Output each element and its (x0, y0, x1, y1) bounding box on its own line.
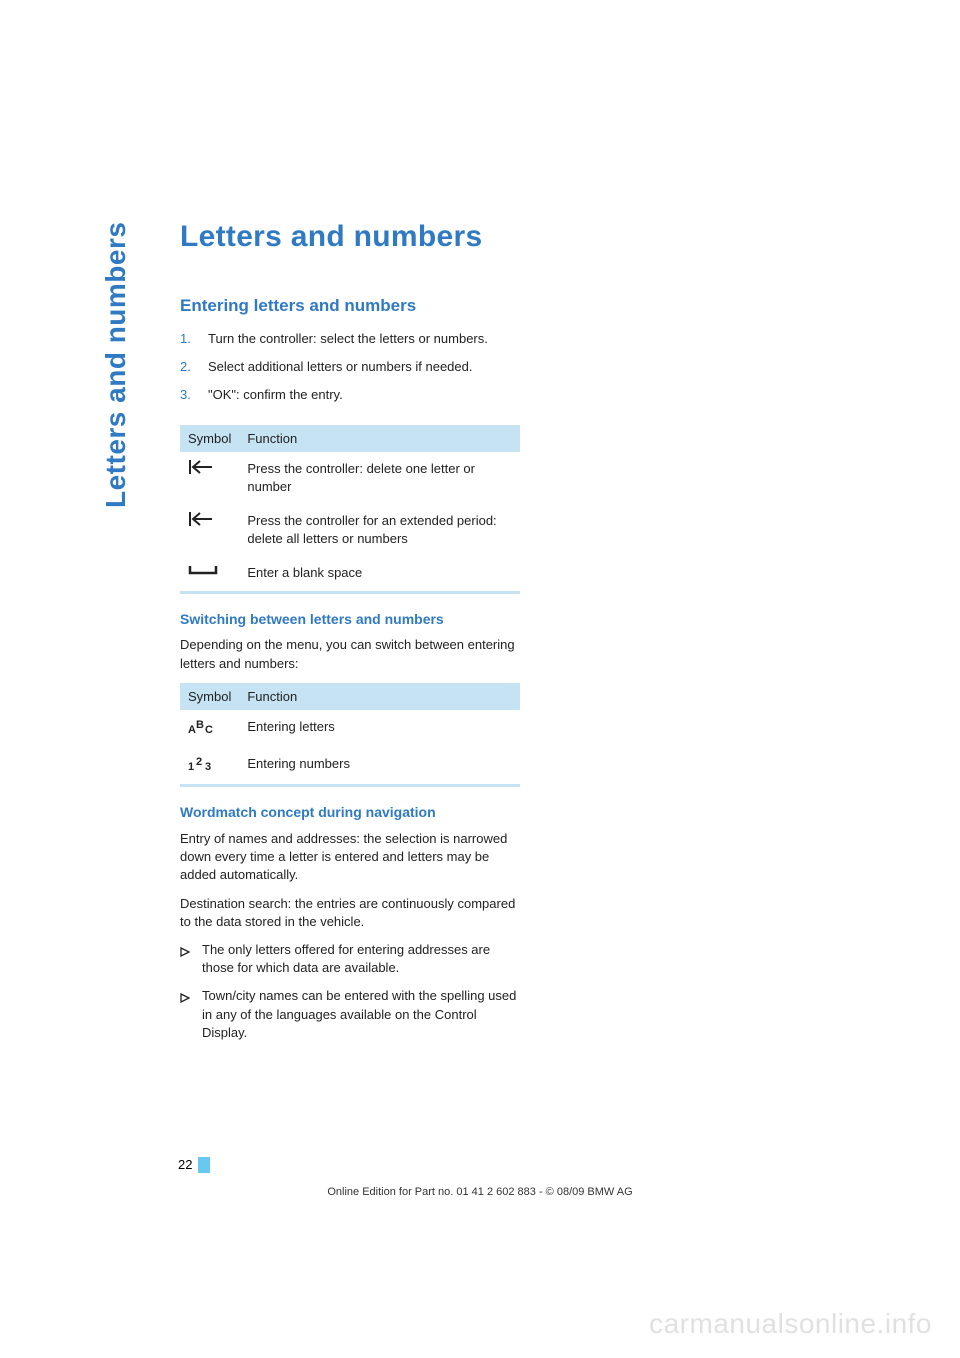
back-arrow-icon (180, 452, 239, 504)
content-column: Letters and numbers Entering letters and… (180, 220, 520, 1042)
table-row: 123 Entering numbers (180, 747, 520, 786)
step-text: Turn the controller: select the letters … (208, 330, 488, 348)
page-title: Letters and numbers (180, 220, 520, 254)
table-cell-text: Entering numbers (239, 747, 520, 786)
table-cell-text: Press the controller for an extended per… (239, 504, 520, 556)
bullet-list: The only letters offered for entering ad… (180, 941, 520, 1042)
table-row: ABC Entering letters (180, 710, 520, 747)
watermark-text: carmanualsonline.info (649, 1308, 932, 1340)
table-cell-text: Press the controller: delete one letter … (239, 452, 520, 504)
para-wordmatch-2: Destination search: the entries are cont… (180, 895, 520, 931)
step-item: 1. Turn the controller: select the lette… (180, 330, 520, 348)
step-item: 3. "OK": confirm the entry. (180, 386, 520, 404)
table-cell-text: Entering letters (239, 710, 520, 747)
steps-list: 1. Turn the controller: select the lette… (180, 330, 520, 405)
step-text: Select additional letters or numbers if … (208, 358, 473, 376)
side-tab-text: Letters and numbers (100, 222, 131, 508)
step-number: 2. (180, 358, 196, 376)
bullet-text: The only letters offered for entering ad… (202, 942, 490, 975)
page-number-bar (198, 1157, 210, 1173)
table-row: Enter a blank space (180, 556, 520, 592)
123-icon: 123 (180, 747, 239, 786)
table-header-function: Function (239, 683, 520, 710)
triangle-bullet-icon (180, 944, 190, 962)
step-number: 3. (180, 386, 196, 404)
page: Letters and numbers Letters and numbers … (0, 0, 960, 1358)
page-number-wrap: 22 (178, 1157, 210, 1173)
table-header-symbol: Symbol (180, 683, 239, 710)
side-tab-label: Letters and numbers (100, 222, 132, 508)
bullet-item: The only letters offered for entering ad… (180, 941, 520, 977)
back-arrow-icon (180, 504, 239, 556)
bullet-text: Town/city names can be entered with the … (202, 988, 516, 1039)
step-number: 1. (180, 330, 196, 348)
abc-icon: ABC (180, 710, 239, 747)
subheading-wordmatch: Wordmatch concept during navigation (180, 803, 520, 822)
page-number: 22 (178, 1157, 198, 1173)
step-item: 2. Select additional letters or numbers … (180, 358, 520, 376)
para-wordmatch-1: Entry of names and addresses: the select… (180, 830, 520, 885)
table-header-symbol: Symbol (180, 425, 239, 452)
table-row: Press the controller: delete one letter … (180, 452, 520, 504)
subheading-switching: Switching between letters and numbers (180, 610, 520, 629)
footer-text: Online Edition for Part no. 01 41 2 602 … (0, 1186, 960, 1198)
symbol-function-table-2: Symbol Function ABC Entering letters 123… (180, 683, 520, 787)
para-switching: Depending on the menu, you can switch be… (180, 636, 520, 672)
symbol-function-table-1: Symbol Function Press the controller: de… (180, 425, 520, 594)
triangle-bullet-icon (180, 990, 190, 1008)
table-header-function: Function (239, 425, 520, 452)
space-icon (180, 556, 239, 592)
table-cell-text: Enter a blank space (239, 556, 520, 592)
section-heading-entering: Entering letters and numbers (180, 296, 520, 316)
bullet-item: Town/city names can be entered with the … (180, 987, 520, 1042)
step-text: "OK": confirm the entry. (208, 386, 343, 404)
table-row: Press the controller for an extended per… (180, 504, 520, 556)
